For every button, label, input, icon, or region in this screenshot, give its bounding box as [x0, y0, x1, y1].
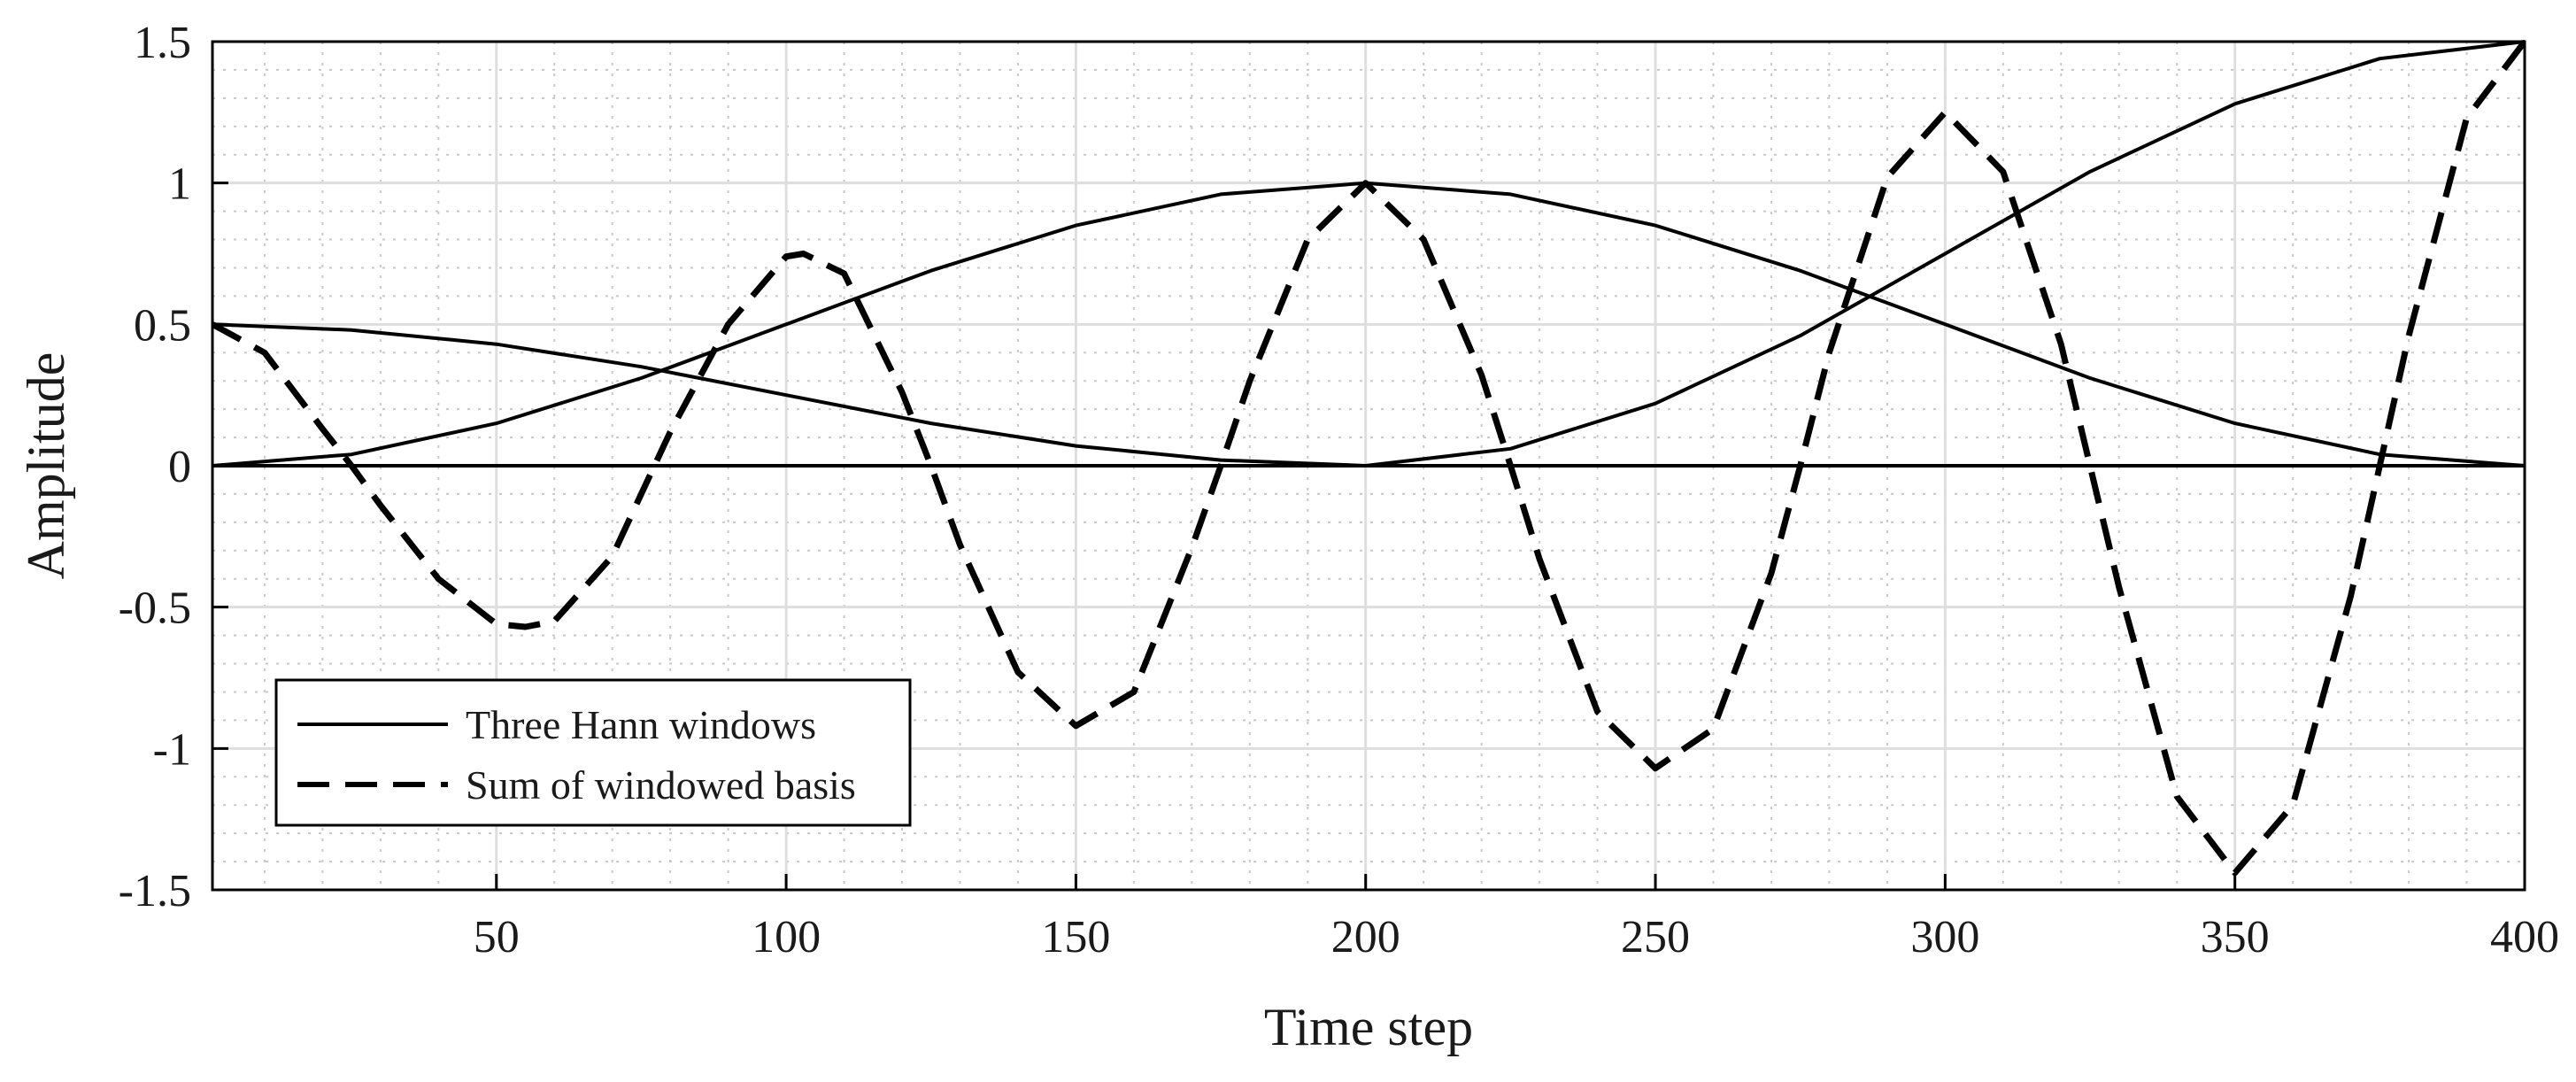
y-tick-label: -0.5 [119, 584, 191, 634]
legend-label-sum: Sum of windowed basis [466, 762, 856, 808]
x-tick-label: 150 [1041, 912, 1110, 962]
x-tick-label: 400 [2490, 912, 2559, 962]
legend-label-hann: Three Hann windows [466, 702, 816, 747]
series-layer [211, 39, 2527, 877]
series-line-hann-window-0 [212, 322, 1366, 468]
x-tick-label: 250 [1621, 912, 1690, 962]
x-tick-label: 50 [474, 912, 520, 962]
x-tick-label: 350 [2201, 912, 2270, 962]
x-axis-label: Time step [1264, 998, 1473, 1056]
tick-layer: 50 100 150 200 250 300 350 400 -1.5 -1 -0.5 0 0.5 1 1.… [119, 18, 2559, 962]
y-axis-label: Amplitude [17, 352, 75, 580]
series-line-hann-window-2 [1365, 40, 2526, 468]
x-tick-label: 100 [752, 912, 821, 962]
y-tick-label: 1 [168, 159, 191, 210]
y-tick-label: -1 [153, 724, 191, 775]
y-tick-label: 0 [168, 442, 191, 492]
y-tick-label: -1.5 [119, 866, 191, 916]
y-tick-label: 1.5 [134, 18, 191, 68]
legend: Three Hann windows Sum of windowed basis [274, 678, 912, 827]
x-tick-label: 200 [1331, 912, 1400, 962]
x-tick-label: 300 [1910, 912, 1979, 962]
y-tick-label: 0.5 [134, 300, 191, 351]
legend-box [274, 678, 912, 827]
series-line-windowed-sum [211, 39, 2527, 877]
